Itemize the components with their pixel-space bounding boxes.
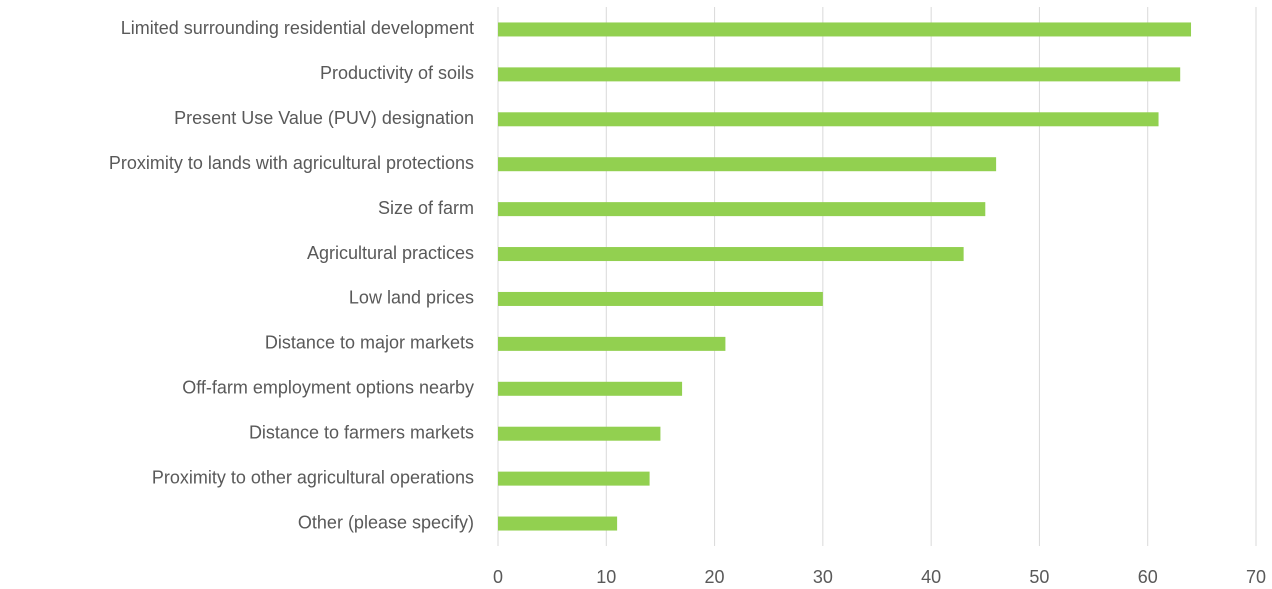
bar (498, 112, 1159, 127)
bar (498, 247, 964, 262)
bar (498, 381, 683, 396)
x-tick-label: 10 (596, 567, 616, 587)
y-tick-label: Other (please specify) (298, 512, 474, 532)
y-tick-label: Proximity to other agricultural operatio… (152, 467, 474, 487)
bar (498, 67, 1181, 82)
bar (498, 516, 618, 531)
y-tick-label: Low land prices (349, 288, 474, 308)
bar (498, 471, 650, 486)
x-tick-label: 50 (1029, 567, 1049, 587)
y-tick-label: Distance to farmers markets (249, 422, 474, 442)
bar (498, 336, 726, 351)
x-tick-label: 60 (1138, 567, 1158, 587)
y-tick-label: Present Use Value (PUV) designation (174, 108, 474, 128)
x-tick-label: 30 (813, 567, 833, 587)
x-tick-label: 20 (705, 567, 725, 587)
bar (498, 202, 986, 217)
y-tick-label: Proximity to lands with agricultural pro… (109, 153, 474, 173)
bar (498, 426, 661, 441)
y-tick-label: Off-farm employment options nearby (182, 378, 474, 398)
x-tick-label: 40 (921, 567, 941, 587)
y-tick-label: Limited surrounding residential developm… (121, 18, 474, 38)
y-tick-label: Size of farm (378, 198, 474, 218)
bar (498, 22, 1192, 37)
y-tick-label: Agricultural practices (307, 243, 474, 263)
y-tick-label: Productivity of soils (320, 63, 474, 83)
bar (498, 291, 823, 306)
x-tick-label: 0 (493, 567, 503, 587)
bar (498, 157, 997, 172)
y-tick-label: Distance to major markets (265, 333, 474, 353)
x-tick-label: 70 (1246, 567, 1266, 587)
